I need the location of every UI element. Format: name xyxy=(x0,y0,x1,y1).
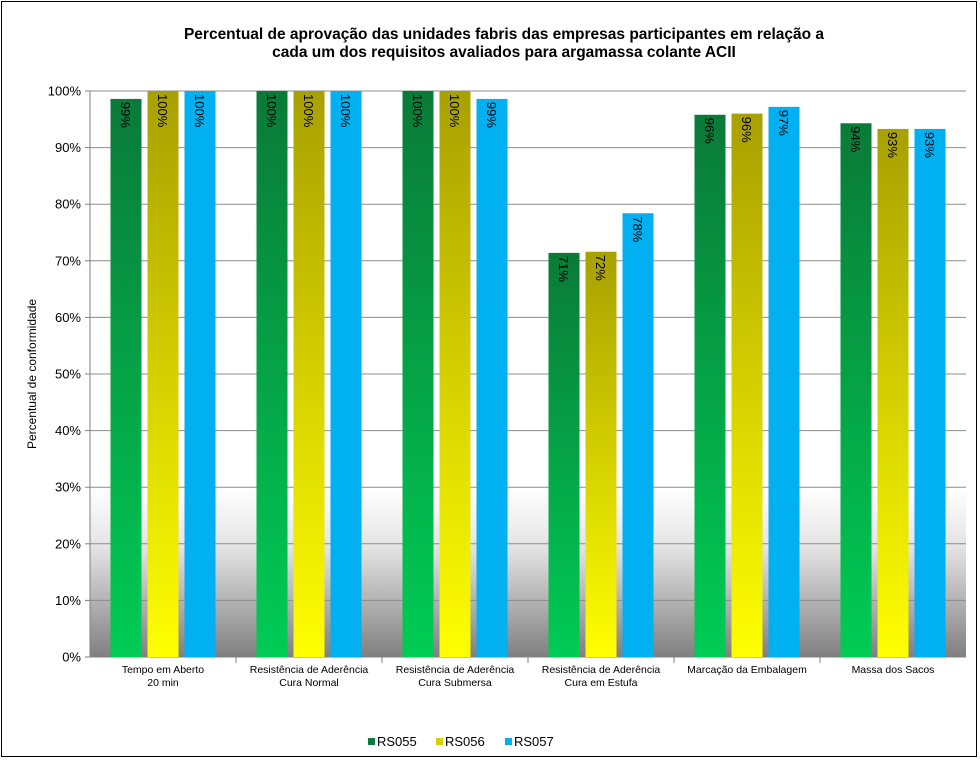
data-label: 100% xyxy=(301,94,316,128)
chart-title: Percentual de aprovação das unidades fab… xyxy=(184,26,824,43)
y-tick-label: 40% xyxy=(55,423,81,438)
chart-title: cada um dos requisitos avaliados para ar… xyxy=(272,44,736,61)
bar-rs056 xyxy=(877,128,909,657)
category-label: Cura em Estufa xyxy=(565,677,638,689)
y-tick-label: 50% xyxy=(55,367,81,382)
data-label: 100% xyxy=(155,94,170,128)
y-axis-label: Percentual de conformidade xyxy=(25,299,39,449)
data-label: 78% xyxy=(630,216,645,242)
bar-rs057 xyxy=(914,128,946,657)
data-label: 96% xyxy=(702,118,717,144)
bar-rs056 xyxy=(293,91,325,657)
legend-label-rs056: RS056 xyxy=(445,734,485,749)
category-label: Tempo em Aberto xyxy=(122,664,204,676)
legend-label-rs057: RS057 xyxy=(514,734,554,749)
legend-swatch-rs057 xyxy=(505,738,512,745)
legend-swatch-rs055 xyxy=(368,738,375,745)
y-tick-label: 80% xyxy=(55,197,81,212)
data-label: 100% xyxy=(338,94,353,128)
data-label: 94% xyxy=(848,126,863,152)
bar-rs057 xyxy=(330,91,362,657)
plot-background-band xyxy=(90,487,966,657)
bar-rs056 xyxy=(439,91,471,657)
legend-swatch-rs056 xyxy=(436,738,443,745)
y-tick-label: 70% xyxy=(55,253,81,268)
data-label: 71% xyxy=(556,256,571,282)
legend-label-rs055: RS055 xyxy=(377,734,417,749)
bar-rs055 xyxy=(548,252,580,657)
data-label: 100% xyxy=(410,94,425,128)
y-tick-label: 20% xyxy=(55,536,81,551)
bar-rs055 xyxy=(256,91,288,657)
bar-rs057 xyxy=(184,91,216,657)
bar-rs055 xyxy=(694,114,726,658)
bar-rs056 xyxy=(585,251,617,657)
category-label: Resistência de Aderência xyxy=(250,664,369,676)
y-tick-label: 90% xyxy=(55,140,81,155)
category-label: 20 min xyxy=(147,677,179,689)
category-label: Massa dos Sacos xyxy=(852,664,935,676)
data-label: 96% xyxy=(739,117,754,143)
bar-rs057 xyxy=(476,98,508,657)
bar-rs057 xyxy=(768,106,800,657)
y-tick-label: 10% xyxy=(55,593,81,608)
bar-rs056 xyxy=(731,113,763,657)
bar-rs055 xyxy=(402,91,434,657)
data-label: 100% xyxy=(192,94,207,128)
y-tick-label: 60% xyxy=(55,310,81,325)
data-label: 99% xyxy=(118,102,133,128)
category-label: Resistência de Aderência xyxy=(396,664,515,676)
category-label: Cura Normal xyxy=(279,677,339,689)
bar-rs056 xyxy=(147,91,179,657)
bar-rs055 xyxy=(110,98,142,657)
category-label: Cura Submersa xyxy=(418,677,492,689)
data-label: 72% xyxy=(593,255,608,281)
category-label: Resistência de Aderência xyxy=(542,664,661,676)
y-tick-label: 100% xyxy=(48,84,82,99)
bar-rs057 xyxy=(622,213,654,658)
data-label: 93% xyxy=(885,132,900,158)
y-tick-label: 30% xyxy=(55,480,81,495)
y-tick-label: 0% xyxy=(62,650,81,665)
data-label: 93% xyxy=(922,132,937,158)
data-label: 100% xyxy=(264,94,279,128)
data-label: 100% xyxy=(447,94,462,128)
data-label: 99% xyxy=(484,102,499,128)
bar-rs055 xyxy=(840,123,872,657)
category-label: Marcação da Embalagem xyxy=(687,664,807,676)
data-label: 97% xyxy=(776,110,791,136)
